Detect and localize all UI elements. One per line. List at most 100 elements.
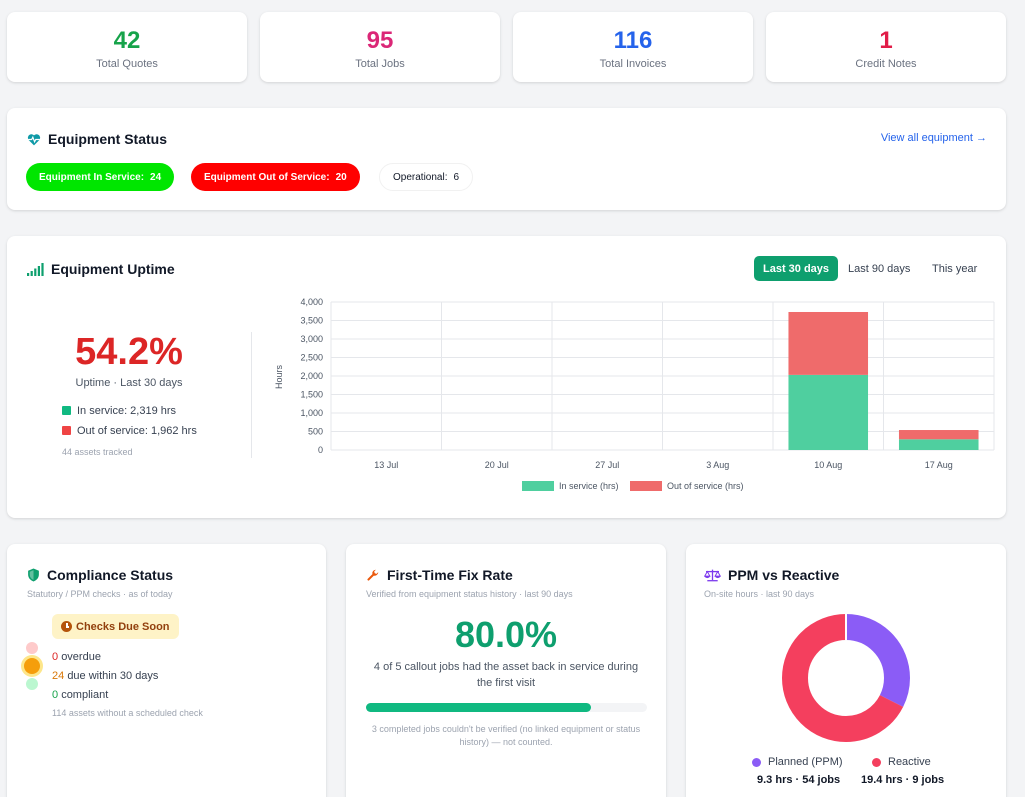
status-dot-due-soon: [24, 658, 40, 674]
checks-due-soon-badge: Checks Due Soon: [52, 614, 179, 639]
legend-label: In service (hrs): [559, 481, 619, 491]
operational-pill[interactable]: Operational: 6: [379, 163, 474, 191]
view-all-equipment-link[interactable]: View all equipment →: [880, 132, 987, 144]
chart-legend: In service (hrs) Out of service (hrs): [522, 481, 744, 491]
ppm-heading: PPM vs Reactive: [704, 567, 839, 583]
out-of-service-label: Equipment Out of Service:: [204, 171, 330, 183]
y-axis-label: Hours: [274, 365, 284, 390]
y-tick-label: 2,500: [300, 353, 323, 363]
status-dot-compliant: [26, 678, 38, 690]
equipment-status-title: Equipment Status: [48, 131, 168, 147]
in-service-label: Equipment In Service:: [39, 171, 145, 183]
legend-label: Out of service (hrs): [667, 481, 744, 491]
kpi-total-quotes[interactable]: 42 Total Quotes: [7, 12, 247, 82]
operational-value: 6: [453, 171, 460, 183]
first-fix-title: First-Time Fix Rate: [387, 567, 513, 583]
equipment-uptime-heading: Equipment Uptime: [27, 261, 175, 277]
clock-icon: [61, 621, 72, 632]
due-count: 24: [52, 670, 65, 682]
out-of-service-value: 20: [335, 171, 347, 183]
in-service-hours: In service: 2,319 hrs: [77, 405, 177, 417]
first-fix-subtitle: Verified from equipment status history ·…: [366, 589, 573, 599]
y-tick-label: 1,000: [300, 408, 323, 418]
y-tick-label: 1,500: [300, 390, 323, 400]
legend-planned: Planned (PPM): [752, 756, 843, 768]
equipment-uptime-title: Equipment Uptime: [51, 261, 175, 277]
chart-grid: [330, 301, 995, 451]
legend-in-service: In service: 2,319 hrs: [62, 405, 176, 417]
range-last-30-days-button[interactable]: Last 30 days: [754, 256, 839, 281]
compliance-row-due: 24 due within 30 days: [52, 670, 158, 682]
kpi-total-invoices[interactable]: 116 Total Invoices: [513, 12, 753, 82]
reactive-detail: 19.4 hrs · 9 jobs: [861, 774, 945, 786]
ppm-subtitle: On-site hours · last 90 days: [704, 589, 815, 599]
kpi-total-jobs[interactable]: 95 Total Jobs: [260, 12, 500, 82]
x-tick-label: 10 Aug: [814, 460, 842, 470]
range-this-year-button[interactable]: This year: [932, 262, 978, 275]
legend-swatch: [62, 426, 71, 435]
legend-swatch: [522, 481, 554, 491]
in-service-value: 24: [150, 171, 162, 183]
kpi-value: 116: [613, 27, 653, 54]
first-fix-description: 4 of 5 callout jobs had the asset back i…: [373, 661, 639, 689]
kpi-credit-notes[interactable]: 1 Credit Notes: [766, 12, 1006, 82]
first-fix-progress-fill: [366, 703, 591, 712]
legend-dot-planned: [752, 757, 761, 767]
y-tick-label: 0: [318, 445, 323, 455]
ppm-donut-chart: [782, 614, 910, 742]
uptime-caption: Uptime · Last 30 days: [75, 377, 183, 389]
scales-icon: [704, 569, 721, 581]
legend-swatch: [630, 481, 662, 491]
first-fix-note: 3 completed jobs couldn't be verified (n…: [371, 724, 641, 747]
bar-in-service[interactable]: [898, 439, 979, 450]
equipment-uptime-card: Equipment Uptime Last 30 days Last 90 da…: [7, 236, 1006, 518]
equipment-status-card: Equipment Status View all equipment → Eq…: [7, 108, 1006, 210]
equipment-status-heading: Equipment Status: [27, 131, 167, 147]
in-service-pill[interactable]: Equipment In Service: 24: [26, 163, 175, 191]
heartbeat-icon: [27, 133, 41, 145]
bar-out-of-service[interactable]: [788, 311, 869, 375]
compliance-heading: Compliance Status: [27, 567, 173, 583]
planned-detail: 9.3 hrs · 54 jobs: [757, 774, 841, 786]
operational-label: Operational:: [393, 171, 448, 183]
ppm-title: PPM vs Reactive: [728, 567, 840, 583]
kpi-value: 42: [113, 27, 141, 54]
legend-swatch: [62, 406, 71, 415]
legend-dot-reactive: [872, 757, 881, 767]
overdue-text: overdue: [61, 651, 101, 663]
x-tick-label: 13 Jul: [374, 460, 398, 470]
due-text: due within 30 days: [67, 670, 159, 682]
divider: [251, 332, 252, 458]
ppm-card: PPM vs Reactive On-site hours · last 90 …: [686, 544, 1006, 797]
compliance-title: Compliance Status: [47, 567, 174, 583]
chart-x-ticks: 13 Jul 20 Jul 27 Jul 3 Aug 10 Aug 17 Aug: [374, 460, 953, 470]
x-tick-label: 17 Aug: [925, 460, 953, 470]
signal-bars-icon: [27, 262, 44, 276]
bar-in-service[interactable]: [788, 374, 869, 450]
out-of-service-pill[interactable]: Equipment Out of Service: 20: [191, 163, 360, 191]
bar-out-of-service[interactable]: [898, 430, 979, 440]
first-fix-heading: First-Time Fix Rate: [366, 567, 513, 583]
compliant-text: compliant: [61, 689, 109, 701]
kpi-value: 1: [879, 27, 893, 54]
kpi-value: 95: [366, 27, 394, 54]
x-tick-label: 3 Aug: [706, 460, 729, 470]
range-last-90-days-button[interactable]: Last 90 days: [848, 262, 911, 275]
x-tick-label: 20 Jul: [485, 460, 509, 470]
legend-reactive: Reactive: [872, 756, 931, 768]
kpi-label: Total Invoices: [599, 58, 667, 70]
y-tick-label: 500: [308, 427, 323, 437]
y-tick-label: 2,000: [300, 371, 323, 381]
x-tick-label: 27 Jul: [595, 460, 619, 470]
compliance-row-compliant: 0 compliant: [52, 689, 108, 701]
compliant-count: 0: [52, 689, 59, 701]
assets-tracked: 44 assets tracked: [62, 447, 133, 457]
wrench-icon: [367, 569, 379, 581]
chart-y-ticks: 4,000 3,500 3,000 2,500 2,000 1,500 1,000 500 0: [300, 297, 323, 455]
compliance-subtitle: Statutory / PPM checks · as of today: [27, 589, 173, 599]
compliance-card: Compliance Status Statutory / PPM checks…: [7, 544, 326, 797]
y-tick-label: 3,000: [300, 334, 323, 344]
legend-out-of-service: Out of service: 1,962 hrs: [62, 425, 197, 437]
shield-icon: [28, 568, 39, 582]
y-tick-label: 3,500: [300, 316, 323, 326]
